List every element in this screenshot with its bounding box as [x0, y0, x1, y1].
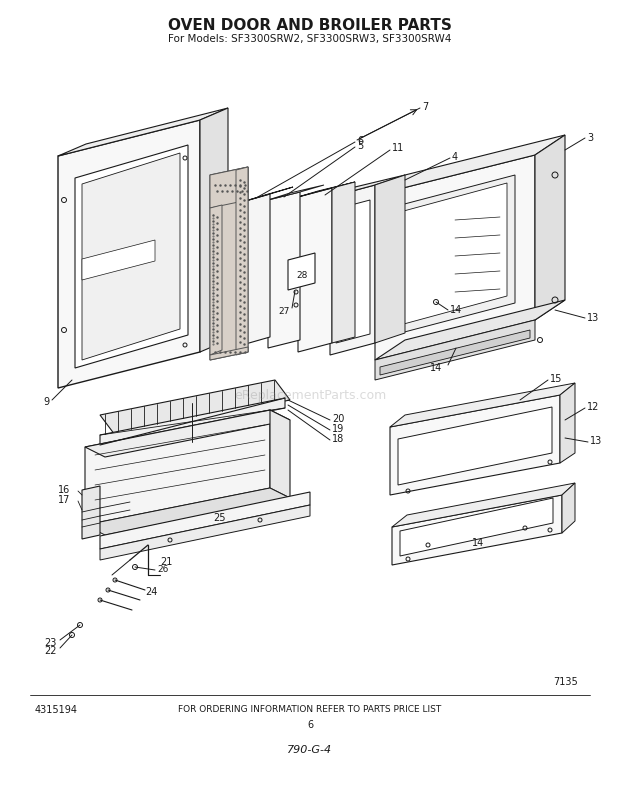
Text: 21: 21	[160, 557, 172, 567]
Text: 14: 14	[430, 363, 442, 373]
Polygon shape	[75, 145, 188, 368]
Text: 23: 23	[45, 638, 57, 648]
Polygon shape	[400, 183, 507, 325]
Text: 4: 4	[452, 152, 458, 162]
Text: 24: 24	[145, 587, 157, 597]
Polygon shape	[392, 495, 562, 565]
Polygon shape	[270, 410, 290, 498]
Polygon shape	[100, 492, 310, 549]
Polygon shape	[242, 187, 293, 202]
Polygon shape	[288, 253, 315, 290]
Polygon shape	[375, 155, 535, 360]
Text: OVEN DOOR AND BROILER PARTS: OVEN DOOR AND BROILER PARTS	[168, 18, 452, 33]
Text: 16: 16	[58, 485, 70, 495]
Polygon shape	[85, 410, 270, 525]
Text: 26: 26	[157, 566, 169, 575]
Polygon shape	[330, 185, 375, 355]
Text: 6: 6	[357, 136, 363, 146]
Polygon shape	[298, 182, 355, 197]
Polygon shape	[85, 410, 290, 457]
Polygon shape	[100, 505, 310, 560]
Polygon shape	[390, 383, 575, 427]
Polygon shape	[268, 185, 324, 200]
Polygon shape	[100, 380, 290, 435]
Polygon shape	[82, 240, 155, 280]
Polygon shape	[375, 135, 565, 195]
Polygon shape	[210, 167, 248, 360]
Polygon shape	[210, 167, 248, 208]
Polygon shape	[298, 188, 332, 352]
Polygon shape	[392, 483, 575, 527]
Text: 19: 19	[332, 424, 344, 434]
Polygon shape	[332, 182, 355, 343]
Polygon shape	[242, 194, 270, 345]
Polygon shape	[82, 153, 180, 360]
Polygon shape	[393, 175, 515, 335]
Text: 5: 5	[357, 141, 363, 151]
Text: 28: 28	[296, 271, 308, 279]
Polygon shape	[535, 135, 565, 320]
Polygon shape	[236, 167, 248, 355]
Polygon shape	[375, 175, 405, 343]
Text: 18: 18	[332, 434, 344, 444]
Text: 14: 14	[472, 538, 484, 548]
Polygon shape	[100, 398, 285, 445]
Text: eReplacementParts.com: eReplacementParts.com	[234, 389, 386, 401]
Text: 22: 22	[45, 646, 57, 656]
Text: 3: 3	[587, 133, 593, 143]
Polygon shape	[268, 192, 300, 348]
Text: 15: 15	[550, 374, 562, 384]
Text: 27: 27	[278, 306, 290, 316]
Polygon shape	[85, 488, 290, 535]
Text: 4315194: 4315194	[35, 705, 78, 715]
Text: 790-G-4: 790-G-4	[288, 745, 332, 755]
Polygon shape	[82, 486, 100, 539]
Text: FOR ORDERING INFORMATION REFER TO PARTS PRICE LIST: FOR ORDERING INFORMATION REFER TO PARTS …	[179, 705, 441, 714]
Text: 7: 7	[422, 102, 428, 112]
Polygon shape	[562, 483, 575, 533]
Text: 13: 13	[587, 313, 600, 323]
Polygon shape	[400, 498, 553, 556]
Polygon shape	[375, 300, 565, 360]
Text: 25: 25	[214, 513, 226, 523]
Polygon shape	[210, 205, 222, 355]
Polygon shape	[560, 383, 575, 463]
Text: 9: 9	[44, 397, 50, 407]
Polygon shape	[380, 330, 530, 375]
Polygon shape	[336, 200, 370, 343]
Polygon shape	[58, 108, 228, 156]
Text: 7135: 7135	[553, 677, 578, 687]
Text: 6: 6	[307, 720, 313, 730]
Text: 11: 11	[392, 143, 404, 153]
Polygon shape	[58, 120, 200, 388]
Polygon shape	[398, 407, 552, 485]
Text: 14: 14	[450, 305, 463, 315]
Text: 12: 12	[587, 402, 600, 412]
Polygon shape	[375, 320, 535, 380]
Polygon shape	[200, 108, 228, 352]
Polygon shape	[210, 347, 248, 360]
Text: 17: 17	[58, 495, 71, 505]
Text: For Models: SF3300SRW2, SF3300SRW3, SF3300SRW4: For Models: SF3300SRW2, SF3300SRW3, SF33…	[168, 34, 452, 44]
Text: 20: 20	[332, 414, 344, 424]
Text: 13: 13	[590, 436, 602, 446]
Polygon shape	[390, 395, 560, 495]
Polygon shape	[330, 175, 405, 197]
